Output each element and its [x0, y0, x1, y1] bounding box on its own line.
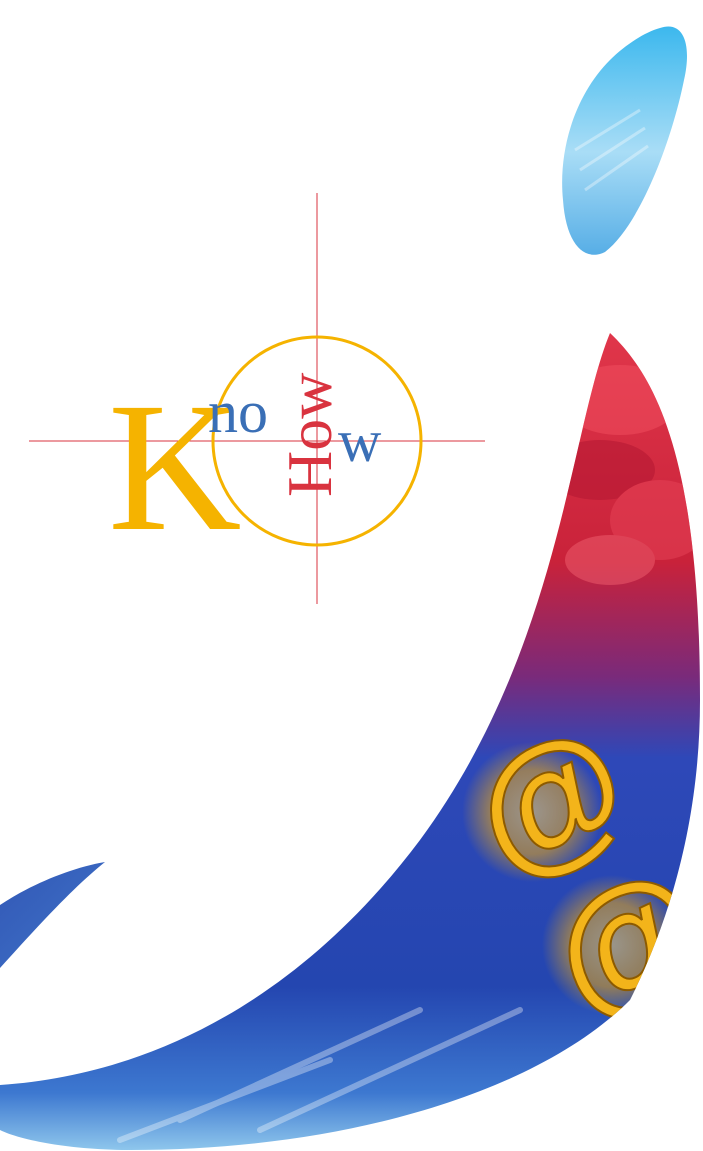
light-streaks [117, 1007, 523, 1143]
logo-circle [211, 335, 423, 547]
sky-shard-texture [574, 108, 649, 192]
logo-text-how: How [274, 373, 345, 497]
logo-letter-k: K [108, 365, 242, 570]
main-swoosh-shape [0, 333, 700, 1150]
logo-text-w: w [338, 408, 382, 474]
blue-fin-shape [0, 862, 105, 968]
logo-text-no: no [208, 379, 268, 445]
sky-shard-shape [562, 26, 687, 255]
